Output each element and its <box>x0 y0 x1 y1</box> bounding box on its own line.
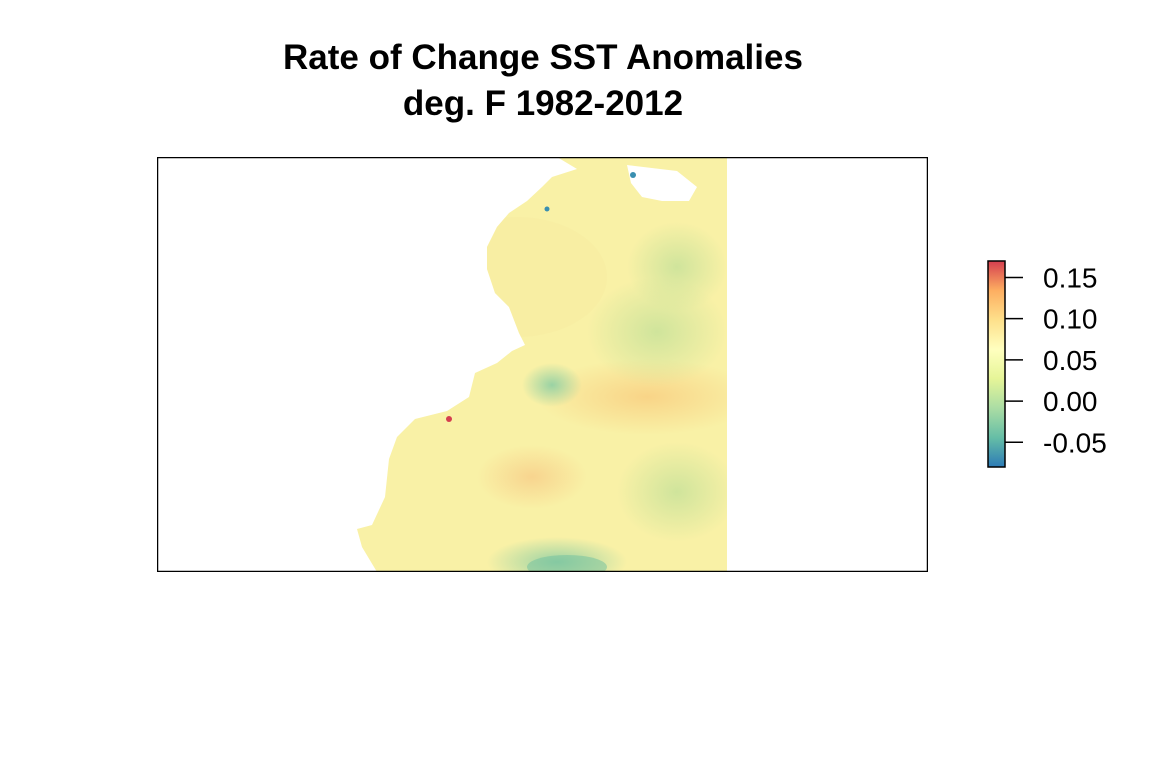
hotspot-cell-marker <box>446 416 452 422</box>
legend-colorbar <box>987 260 1006 468</box>
coastal-cell-marker <box>630 172 636 178</box>
cape-landmass <box>627 165 697 201</box>
map-frame <box>157 157 928 572</box>
coastal-cell-marker <box>544 206 550 212</box>
legend-tick-label: 0.05 <box>1043 345 1098 376</box>
map-title-line2: deg. F 1982-2012 <box>402 84 684 123</box>
sst-anomaly-map <box>157 157 928 572</box>
legend-tick-label: 0.15 <box>1043 262 1098 293</box>
legend-tick-label: -0.05 <box>1043 427 1107 458</box>
legend-tick-label: 0.10 <box>1043 304 1098 335</box>
legend-tick-label: 0.00 <box>1043 386 1098 417</box>
ocean-raster <box>357 157 727 572</box>
color-legend: 0.15 0.10 0.05 0.00 -0.05 <box>987 260 1107 468</box>
map-title-line1: Rate of Change SST Anomalies <box>283 38 803 77</box>
